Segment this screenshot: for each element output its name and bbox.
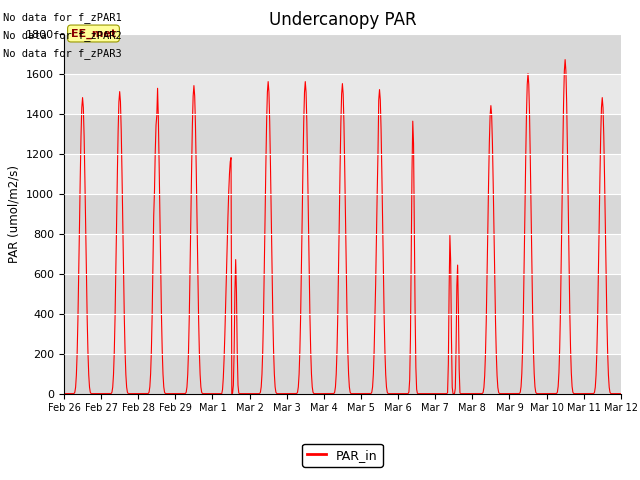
Bar [64,234,621,274]
Title: Undercanopy PAR: Undercanopy PAR [269,11,416,29]
Bar [64,154,621,193]
Bar [64,274,621,313]
Text: No data for f_zPAR3: No data for f_zPAR3 [3,48,122,60]
Bar [64,193,621,234]
Text: EE_met: EE_met [71,28,116,39]
Legend: PAR_in: PAR_in [302,444,383,467]
Bar [64,114,621,154]
Y-axis label: PAR (umol/m2/s): PAR (umol/m2/s) [8,165,20,263]
Text: No data for f_zPAR1: No data for f_zPAR1 [3,12,122,23]
Bar [64,354,621,394]
Bar [64,34,621,73]
Text: No data for f_zPAR2: No data for f_zPAR2 [3,30,122,41]
Bar [64,73,621,114]
Bar [64,313,621,354]
